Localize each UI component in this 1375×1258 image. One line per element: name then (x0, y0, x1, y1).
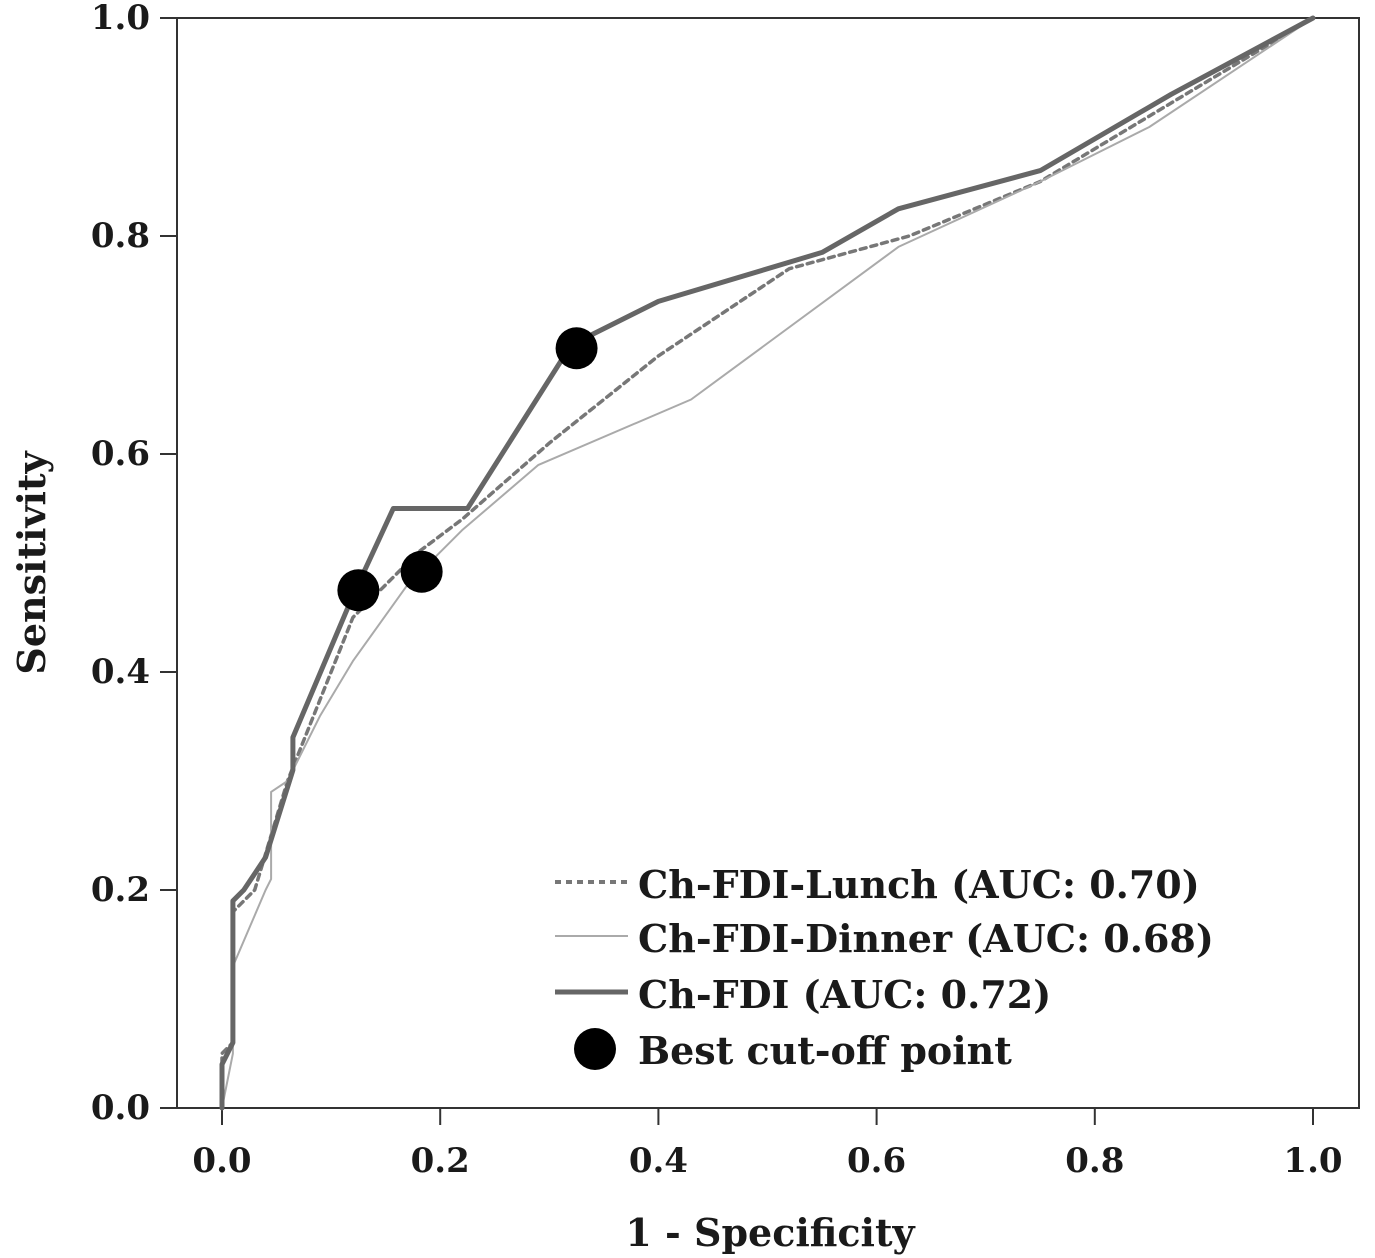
legend-label-lunch: Ch-FDI-Lunch (AUC: 0.70) (638, 862, 1200, 907)
y-tick-label: 1.0 (91, 0, 150, 38)
cutoff-point (400, 550, 443, 593)
y-axis-title: Sensitivity (9, 450, 54, 674)
cutoff-points-layer (337, 327, 598, 612)
x-tick-label: 0.6 (847, 1141, 906, 1181)
y-axis: 0.0 0.2 0.4 0.6 0.8 1.0 (91, 0, 177, 1128)
x-tick-label: 0.0 (192, 1141, 251, 1181)
y-tick-label: 0.8 (91, 216, 150, 256)
cutoff-point (555, 327, 598, 370)
cutoff-point (337, 569, 380, 612)
series-line-dinner (221, 17, 1314, 1109)
legend-label-fdi: Ch-FDI (AUC: 0.72) (638, 972, 1051, 1017)
y-tick-label: 0.6 (91, 434, 150, 474)
x-tick-label: 0.8 (1065, 1141, 1124, 1181)
x-tick-label: 0.2 (411, 1141, 470, 1181)
series-layer (219, 15, 1316, 1111)
y-tick-label: 0.0 (91, 1088, 150, 1128)
plot-area (176, 17, 1360, 1109)
y-tick-label: 0.4 (91, 652, 150, 692)
x-axis: 0.0 0.2 0.4 0.6 0.8 1.0 (192, 1108, 1343, 1181)
legend: Ch-FDI-Lunch (AUC: 0.70) Ch-FDI-Dinner (… (555, 862, 1214, 1073)
x-tick-label: 0.4 (629, 1141, 688, 1181)
x-tick-label: 1.0 (1283, 1141, 1342, 1181)
legend-cutoff-marker (574, 1028, 616, 1070)
legend-label-dinner: Ch-FDI-Dinner (AUC: 0.68) (638, 916, 1214, 961)
series-line-fdi (219, 15, 1316, 1111)
legend-label-cutoff: Best cut-off point (638, 1028, 1012, 1073)
x-axis-title: 1 - Specificity (625, 1210, 915, 1255)
y-tick-label: 0.2 (91, 870, 150, 910)
